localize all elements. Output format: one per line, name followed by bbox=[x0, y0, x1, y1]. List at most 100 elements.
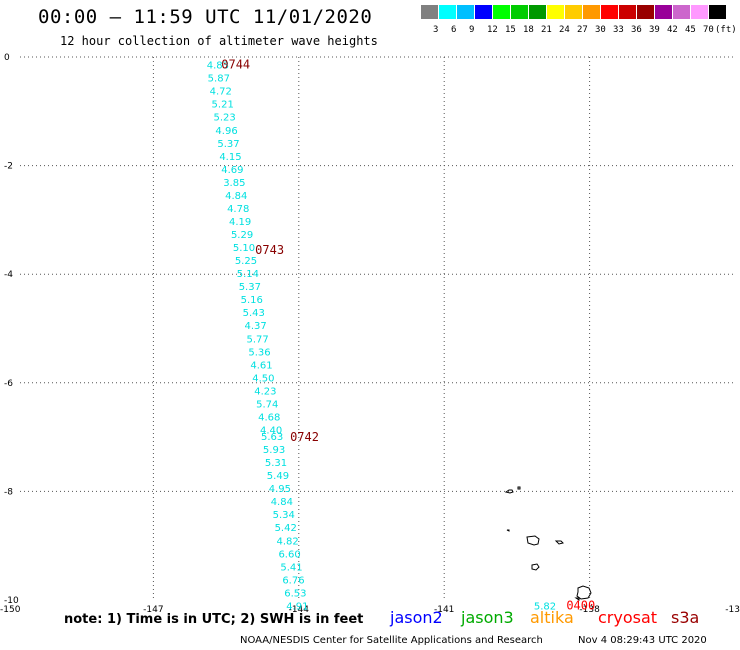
time-label: 0742 bbox=[290, 430, 319, 444]
y-tick-label: 0 bbox=[4, 53, 10, 63]
legend-swatch bbox=[583, 5, 600, 19]
generated-timestamp: Nov 4 08:29:43 UTC 2020 bbox=[578, 635, 707, 646]
wave-height-label: 5.42 bbox=[275, 523, 297, 534]
wave-height-label: 5.23 bbox=[213, 113, 235, 124]
legend-label: 9 bbox=[469, 25, 475, 35]
wave-height-label: 5.34 bbox=[273, 510, 295, 521]
legend-label: 15 bbox=[505, 25, 516, 35]
legend-swatch bbox=[601, 5, 618, 19]
wave-height-label: 5.29 bbox=[231, 230, 253, 241]
legend-swatch bbox=[547, 5, 564, 19]
x-tick-labels: -150 -147 -144 -141 -138 -13 bbox=[0, 605, 740, 615]
legend-label: 33 bbox=[613, 25, 624, 35]
island-shape bbox=[531, 563, 540, 571]
wave-height-label: 4.82 bbox=[277, 536, 299, 547]
legend-label: 18 bbox=[523, 25, 534, 35]
wave-height-label: 4.40 bbox=[260, 425, 282, 436]
wave-height-label: 6.76 bbox=[282, 575, 304, 586]
island-shape bbox=[517, 486, 521, 490]
legend-label: 27 bbox=[577, 25, 588, 35]
y-tick-labels: 0 -2 -4 -6 -8 -10 bbox=[4, 53, 19, 606]
legend-swatch bbox=[511, 5, 528, 19]
x-tick-label: -138 bbox=[579, 605, 600, 615]
y-tick-label: -6 bbox=[4, 379, 13, 389]
legend-swatch bbox=[529, 5, 546, 19]
wave-height-label: 4.96 bbox=[215, 126, 237, 137]
wave-height-label: 4.50 bbox=[252, 373, 274, 384]
island-shape bbox=[574, 597, 580, 601]
wave-height-label: 4.95 bbox=[269, 484, 291, 495]
y-tick-label: -2 bbox=[4, 162, 13, 172]
wave-height-label: 3.85 bbox=[223, 178, 245, 189]
wave-height-label: 5.37 bbox=[239, 282, 261, 293]
legend-swatch bbox=[655, 5, 672, 19]
time-labels: 0744 0743 0742 0400 bbox=[221, 58, 595, 613]
wave-height-label: 5.49 bbox=[267, 471, 289, 482]
legend-label: 30 bbox=[595, 25, 606, 35]
legend-label: 45 bbox=[685, 25, 696, 35]
wave-height-label: 5.31 bbox=[265, 458, 287, 469]
island-shape bbox=[506, 529, 510, 532]
x-tick-label: -141 bbox=[434, 605, 454, 615]
grid-lines bbox=[20, 56, 735, 600]
legend-swatch bbox=[493, 5, 510, 19]
wave-height-label: 4.15 bbox=[219, 152, 241, 163]
legend-swatch bbox=[565, 5, 582, 19]
chart-subtitle: 12 hour collection of altimeter wave hei… bbox=[60, 34, 378, 48]
x-tick-label: -13 bbox=[725, 605, 740, 615]
wave-height-label: 5.82 bbox=[534, 601, 556, 612]
legend-label: 21 bbox=[541, 25, 552, 35]
legend-label: 39 bbox=[649, 25, 660, 35]
wave-height-label: 6.53 bbox=[284, 588, 306, 599]
chart-title: 00:00 – 11:59 UTC 11/01/2020 bbox=[38, 6, 373, 28]
wave-height-label: 5.43 bbox=[243, 308, 265, 319]
satellite-name: cryosat bbox=[598, 608, 658, 627]
wave-height-label: 5.25 bbox=[235, 256, 257, 267]
wave-height-label: 5.14 bbox=[237, 269, 259, 280]
wave-height-label: 5.87 bbox=[208, 74, 230, 85]
wave-height-label: 6.60 bbox=[278, 549, 300, 560]
wave-height-label: 4.84 bbox=[271, 497, 293, 508]
island-shape bbox=[504, 489, 514, 494]
x-tick-label: -147 bbox=[143, 605, 163, 615]
wave-height-label: 5.74 bbox=[256, 399, 278, 410]
wave-height-label: 5.41 bbox=[280, 562, 302, 573]
wave-height-label: 5.10 bbox=[233, 243, 255, 254]
y-tick-label: -8 bbox=[4, 487, 13, 497]
legend-swatch bbox=[691, 5, 708, 19]
legend-label: 70 bbox=[703, 25, 714, 35]
footer-note: note: 1) Time is in UTC; 2) SWH is in fe… bbox=[64, 612, 364, 627]
credit-text: NOAA/NESDIS Center for Satellite Applica… bbox=[240, 635, 543, 646]
legend-label: 12 bbox=[487, 25, 498, 35]
wave-height-label: 4.84 bbox=[225, 191, 247, 202]
island-outlines bbox=[504, 486, 592, 601]
y-tick-label: -10 bbox=[4, 596, 19, 606]
x-tick-label: -150 bbox=[0, 605, 21, 615]
time-label: 0743 bbox=[255, 243, 284, 257]
legend-swatch bbox=[709, 5, 726, 19]
wave-height-label: 4.91 bbox=[286, 601, 308, 612]
legend-label: 24 bbox=[559, 25, 570, 35]
legend-unit: (ft) bbox=[715, 25, 737, 35]
data-points: 4.83 5.87 4.72 5.21 5.23 4.96 5.37 4.15 4.69 3.85… bbox=[207, 61, 556, 613]
wave-height-label: 5.77 bbox=[246, 334, 268, 345]
wave-height-label: 4.61 bbox=[250, 360, 272, 371]
wave-height-label: 5.93 bbox=[263, 445, 285, 456]
island-shape bbox=[526, 535, 540, 546]
legend-label: 6 bbox=[451, 25, 457, 35]
time-label: 0400 bbox=[566, 598, 595, 612]
wave-height-label: 5.21 bbox=[212, 100, 234, 111]
satellite-name: altika bbox=[530, 608, 574, 627]
wave-height-label: 4.78 bbox=[227, 204, 249, 215]
wave-height-label: 4.72 bbox=[210, 87, 232, 98]
wave-height-label: 5.16 bbox=[241, 295, 263, 306]
legend-swatch bbox=[421, 5, 438, 19]
y-tick-label: -4 bbox=[4, 270, 13, 280]
island-shape bbox=[554, 540, 564, 545]
wave-height-label: 4.19 bbox=[229, 217, 251, 228]
wave-height-label: 5.37 bbox=[217, 139, 239, 150]
legend-label: 3 bbox=[433, 25, 439, 35]
island-shape bbox=[576, 585, 592, 600]
wave-height-label: 5.63 bbox=[261, 432, 283, 443]
